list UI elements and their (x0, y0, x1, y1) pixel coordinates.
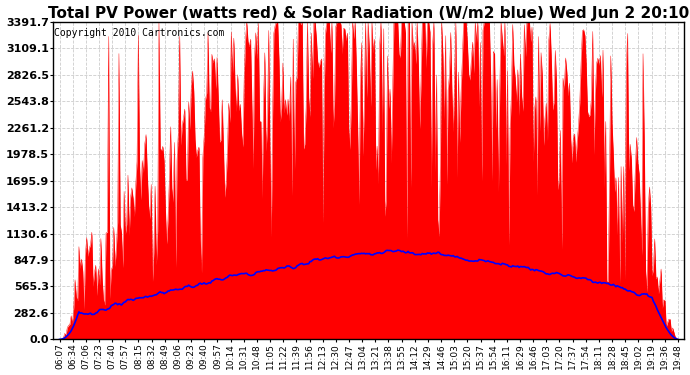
Text: Copyright 2010 Cartronics.com: Copyright 2010 Cartronics.com (55, 28, 225, 38)
Title: Total PV Power (watts red) & Solar Radiation (W/m2 blue) Wed Jun 2 20:10: Total PV Power (watts red) & Solar Radia… (48, 6, 689, 21)
